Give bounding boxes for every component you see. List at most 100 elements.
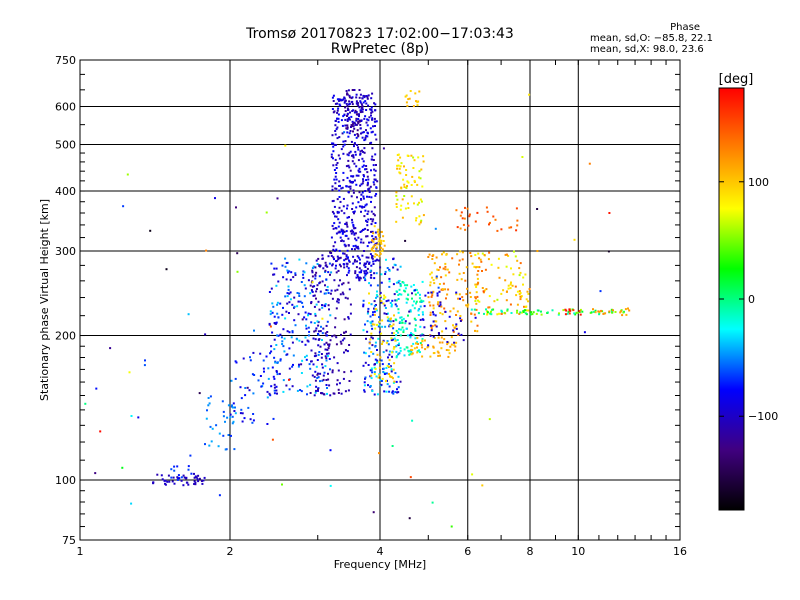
data-point <box>506 290 508 293</box>
data-point <box>190 472 193 475</box>
data-point <box>490 263 493 266</box>
data-point <box>375 164 377 166</box>
data-point <box>382 367 385 370</box>
data-point <box>383 312 386 315</box>
data-point <box>332 164 335 167</box>
data-point <box>368 187 371 190</box>
data-point <box>317 300 320 303</box>
data-point <box>359 111 362 114</box>
data-point <box>371 230 374 233</box>
data-point <box>300 281 303 283</box>
data-point <box>510 226 513 229</box>
data-point <box>418 201 420 204</box>
data-point <box>314 312 317 315</box>
data-point <box>381 249 384 252</box>
data-point <box>201 482 204 485</box>
data-point <box>346 297 349 300</box>
data-point <box>346 216 349 219</box>
data-point <box>273 322 276 324</box>
data-point <box>493 300 496 303</box>
data-point <box>281 313 284 316</box>
data-point <box>360 103 363 106</box>
data-point <box>415 100 417 103</box>
data-point <box>436 350 439 353</box>
data-point <box>332 245 335 248</box>
data-point <box>350 97 353 100</box>
data-point <box>353 121 356 124</box>
data-point <box>461 251 464 254</box>
data-point <box>374 259 377 262</box>
data-point <box>346 126 349 129</box>
data-point <box>345 90 348 92</box>
data-point <box>336 298 339 301</box>
data-point <box>334 175 337 178</box>
data-point <box>406 298 409 301</box>
data-point <box>383 304 386 307</box>
data-point <box>269 325 272 328</box>
data-point <box>337 117 340 120</box>
data-point <box>183 476 186 479</box>
data-point <box>460 318 463 321</box>
data-point <box>524 312 527 315</box>
data-point <box>342 240 345 243</box>
data-point <box>597 310 600 313</box>
data-point <box>362 131 365 134</box>
data-point <box>372 164 375 167</box>
data-point <box>496 298 499 301</box>
data-point <box>413 307 416 310</box>
data-point <box>249 359 252 362</box>
data-point <box>427 344 430 347</box>
data-point <box>324 305 327 308</box>
data-point <box>485 206 488 209</box>
data-point <box>439 266 441 269</box>
data-point <box>354 237 357 240</box>
data-point <box>419 318 422 321</box>
data-point <box>313 375 316 378</box>
data-point <box>354 259 356 262</box>
data-point <box>372 240 375 243</box>
data-point <box>405 101 408 104</box>
data-point <box>403 183 406 186</box>
data-point <box>128 371 131 374</box>
data-point <box>350 195 353 198</box>
data-point <box>357 118 360 120</box>
data-point <box>367 188 370 191</box>
data-point <box>351 120 354 123</box>
data-point <box>358 106 361 109</box>
data-point <box>469 291 472 294</box>
data-point <box>396 167 399 170</box>
data-point <box>349 130 352 132</box>
data-point <box>373 304 376 307</box>
data-point <box>389 318 392 321</box>
data-point <box>437 336 440 339</box>
data-point <box>305 324 307 327</box>
data-point <box>233 410 236 412</box>
data-point <box>371 118 373 121</box>
data-point <box>361 191 364 194</box>
data-point <box>405 297 408 300</box>
data-point <box>408 97 411 100</box>
data-point <box>371 147 374 150</box>
data-point <box>204 333 207 336</box>
data-point <box>392 332 395 335</box>
data-point <box>273 386 276 389</box>
data-point <box>342 205 345 208</box>
data-point <box>519 295 522 298</box>
data-point <box>432 335 435 338</box>
data-point <box>357 135 360 138</box>
data-point <box>315 259 318 262</box>
data-point <box>395 329 398 332</box>
data-point <box>380 281 383 284</box>
data-point <box>624 308 627 311</box>
data-point <box>433 320 436 323</box>
data-point <box>325 278 328 281</box>
data-point <box>358 89 361 91</box>
data-point <box>399 334 402 337</box>
data-point <box>373 178 376 181</box>
data-point <box>439 354 441 357</box>
data-point <box>355 239 358 242</box>
data-point <box>313 305 316 308</box>
data-point <box>379 250 382 253</box>
data-point <box>404 95 407 98</box>
data-point <box>316 359 319 361</box>
